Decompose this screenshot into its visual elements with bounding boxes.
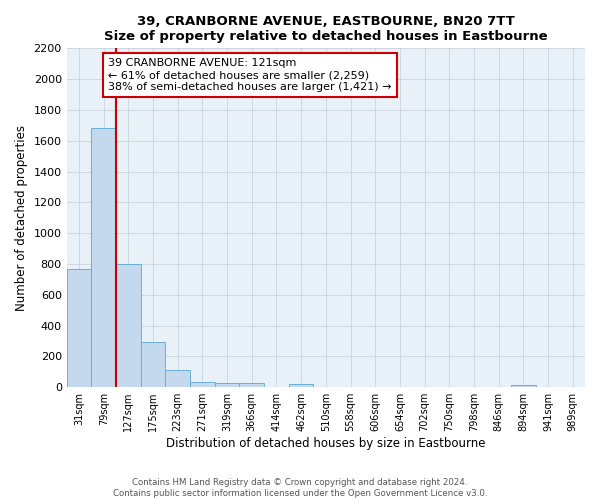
Bar bbox=[239, 382, 264, 387]
Title: 39, CRANBORNE AVENUE, EASTBOURNE, BN20 7TT
Size of property relative to detached: 39, CRANBORNE AVENUE, EASTBOURNE, BN20 7… bbox=[104, 15, 548, 43]
Bar bbox=[289, 384, 313, 387]
Bar bbox=[190, 382, 215, 387]
Bar bbox=[67, 268, 91, 387]
Bar bbox=[116, 264, 141, 387]
Bar bbox=[91, 128, 116, 387]
Bar bbox=[141, 342, 166, 387]
Text: Contains HM Land Registry data © Crown copyright and database right 2024.
Contai: Contains HM Land Registry data © Crown c… bbox=[113, 478, 487, 498]
Bar bbox=[215, 382, 239, 387]
Bar bbox=[166, 370, 190, 387]
Text: 39 CRANBORNE AVENUE: 121sqm
← 61% of detached houses are smaller (2,259)
38% of : 39 CRANBORNE AVENUE: 121sqm ← 61% of det… bbox=[108, 58, 392, 92]
X-axis label: Distribution of detached houses by size in Eastbourne: Distribution of detached houses by size … bbox=[166, 437, 485, 450]
Bar bbox=[511, 385, 536, 387]
Y-axis label: Number of detached properties: Number of detached properties bbox=[15, 125, 28, 311]
